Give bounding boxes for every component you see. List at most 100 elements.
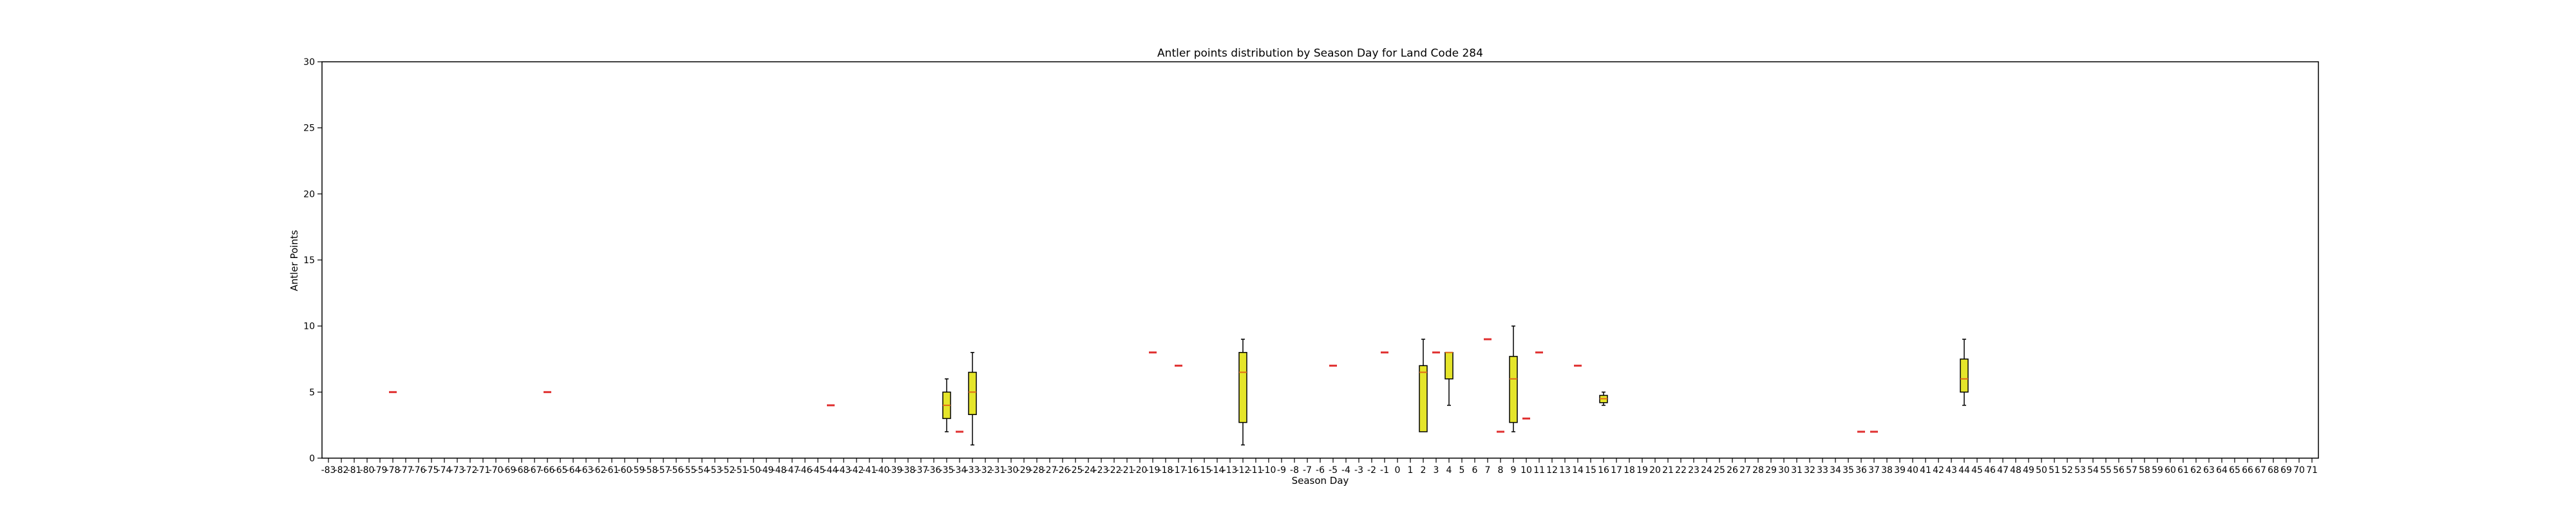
x-tick-label: -80 <box>360 465 375 476</box>
y-tick-label: 20 <box>303 189 315 199</box>
x-tick-label: -10 <box>1262 465 1276 476</box>
x-tick-label: -38 <box>901 465 916 476</box>
x-tick-label: 5 <box>1459 465 1465 476</box>
x-tick-label: -22 <box>1107 465 1122 476</box>
x-tick-label: -4 <box>1341 465 1350 476</box>
x-axis-label: Season Day <box>1292 475 1349 486</box>
x-tick-label: -65 <box>553 465 568 476</box>
x-tick-label: 27 <box>1739 465 1751 476</box>
x-tick-label: -69 <box>502 465 516 476</box>
x-tick-label: 52 <box>2061 465 2073 476</box>
x-tick-label: 17 <box>1611 465 1622 476</box>
y-tick-label: 0 <box>309 454 315 464</box>
x-tick-label: 20 <box>1649 465 1661 476</box>
x-tick-label: -32 <box>978 465 993 476</box>
x-tick-label: -79 <box>373 465 388 476</box>
x-tick-label: 31 <box>1791 465 1803 476</box>
x-tick-label: 11 <box>1533 465 1545 476</box>
x-tick-label: -28 <box>1030 465 1045 476</box>
x-tick-label: -60 <box>618 465 632 476</box>
x-tick-label: -36 <box>927 465 942 476</box>
x-tick-label: 35 <box>1842 465 1854 476</box>
x-tick-label: 54 <box>2087 465 2099 476</box>
x-tick-label: 56 <box>2113 465 2125 476</box>
x-tick-label: 40 <box>1907 465 1918 476</box>
x-tick-label: 49 <box>2023 465 2034 476</box>
x-tick-label: 64 <box>2216 465 2228 476</box>
chart-title: Antler points distribution by Season Day… <box>1157 47 1483 60</box>
x-tick-label: 4 <box>1446 465 1452 476</box>
x-tick-label: 0 <box>1395 465 1401 476</box>
x-tick-label: 47 <box>1997 465 2009 476</box>
x-tick-label: -82 <box>334 465 349 476</box>
x-tick-label: -75 <box>424 465 439 476</box>
box-day--33 <box>968 351 977 446</box>
box-body <box>1444 351 1454 380</box>
x-tick-label: -57 <box>656 465 671 476</box>
box-body <box>1509 356 1518 423</box>
x-tick-label: 62 <box>2190 465 2202 476</box>
box-body <box>968 371 977 415</box>
x-tick-label: -68 <box>515 465 529 476</box>
x-axis-ticks: -83-82-81-80-79-78-77-76-75-74-73-72-71-… <box>321 458 2318 476</box>
x-tick-label: 38 <box>1881 465 1893 476</box>
x-tick-label: -44 <box>824 465 838 476</box>
x-tick-label: -31 <box>991 465 1006 476</box>
x-tick-label: -78 <box>386 465 401 476</box>
x-tick-label: -7 <box>1303 465 1312 476</box>
x-tick-label: -49 <box>759 465 774 476</box>
x-tick-label: -21 <box>1120 465 1135 476</box>
x-tick-label: -55 <box>682 465 697 476</box>
x-tick-label: 58 <box>2139 465 2150 476</box>
x-tick-label: 10 <box>1520 465 1532 476</box>
x-tick-label: -41 <box>862 465 877 476</box>
x-tick-label: 51 <box>2049 465 2060 476</box>
x-tick-label: 26 <box>1727 465 1738 476</box>
x-tick-label: -50 <box>746 465 761 476</box>
x-tick-label: 70 <box>2293 465 2305 476</box>
x-tick-label: -37 <box>914 465 929 476</box>
x-tick-label: -6 <box>1316 465 1325 476</box>
x-tick-label: -76 <box>412 465 426 476</box>
x-tick-label: 16 <box>1598 465 1609 476</box>
x-tick-label: -52 <box>721 465 735 476</box>
x-tick-label: -46 <box>798 465 813 476</box>
x-tick-label: 45 <box>1971 465 1983 476</box>
x-tick-label: -33 <box>965 465 980 476</box>
x-tick-label: -19 <box>1146 465 1160 476</box>
x-tick-label: -16 <box>1184 465 1199 476</box>
x-tick-label: 69 <box>2280 465 2292 476</box>
x-tick-label: 57 <box>2126 465 2137 476</box>
x-tick-label: -30 <box>1004 465 1019 476</box>
x-tick-label: -23 <box>1094 465 1109 476</box>
box-day-44 <box>1960 338 1969 406</box>
x-tick-label: 44 <box>1958 465 1970 476</box>
x-tick-label: 2 <box>1421 465 1426 476</box>
y-tick-label: 10 <box>303 322 315 332</box>
x-tick-label: 21 <box>1662 465 1674 476</box>
x-tick-label: -54 <box>695 465 710 476</box>
x-tick-label: 8 <box>1498 465 1504 476</box>
x-tick-label: -45 <box>811 465 826 476</box>
x-tick-label: -5 <box>1329 465 1338 476</box>
plot-frame <box>321 61 2319 459</box>
x-tick-label: 19 <box>1636 465 1648 476</box>
x-tick-label: -72 <box>463 465 478 476</box>
x-tick-label: 30 <box>1778 465 1790 476</box>
x-tick-label: -71 <box>476 465 491 476</box>
x-tick-label: -67 <box>527 465 542 476</box>
x-tick-label: 32 <box>1804 465 1815 476</box>
x-tick-label: -24 <box>1081 465 1096 476</box>
x-tick-label: 48 <box>2010 465 2022 476</box>
x-tick-label: -63 <box>579 465 594 476</box>
x-tick-label: 66 <box>2242 465 2253 476</box>
x-tick-label: 33 <box>1817 465 1828 476</box>
box-day--12 <box>1238 338 1247 446</box>
x-tick-label: -29 <box>1017 465 1032 476</box>
x-tick-label: 25 <box>1714 465 1725 476</box>
x-tick-label: 34 <box>1830 465 1841 476</box>
x-tick-label: 14 <box>1572 465 1584 476</box>
x-tick-label: 9 <box>1511 465 1517 476</box>
